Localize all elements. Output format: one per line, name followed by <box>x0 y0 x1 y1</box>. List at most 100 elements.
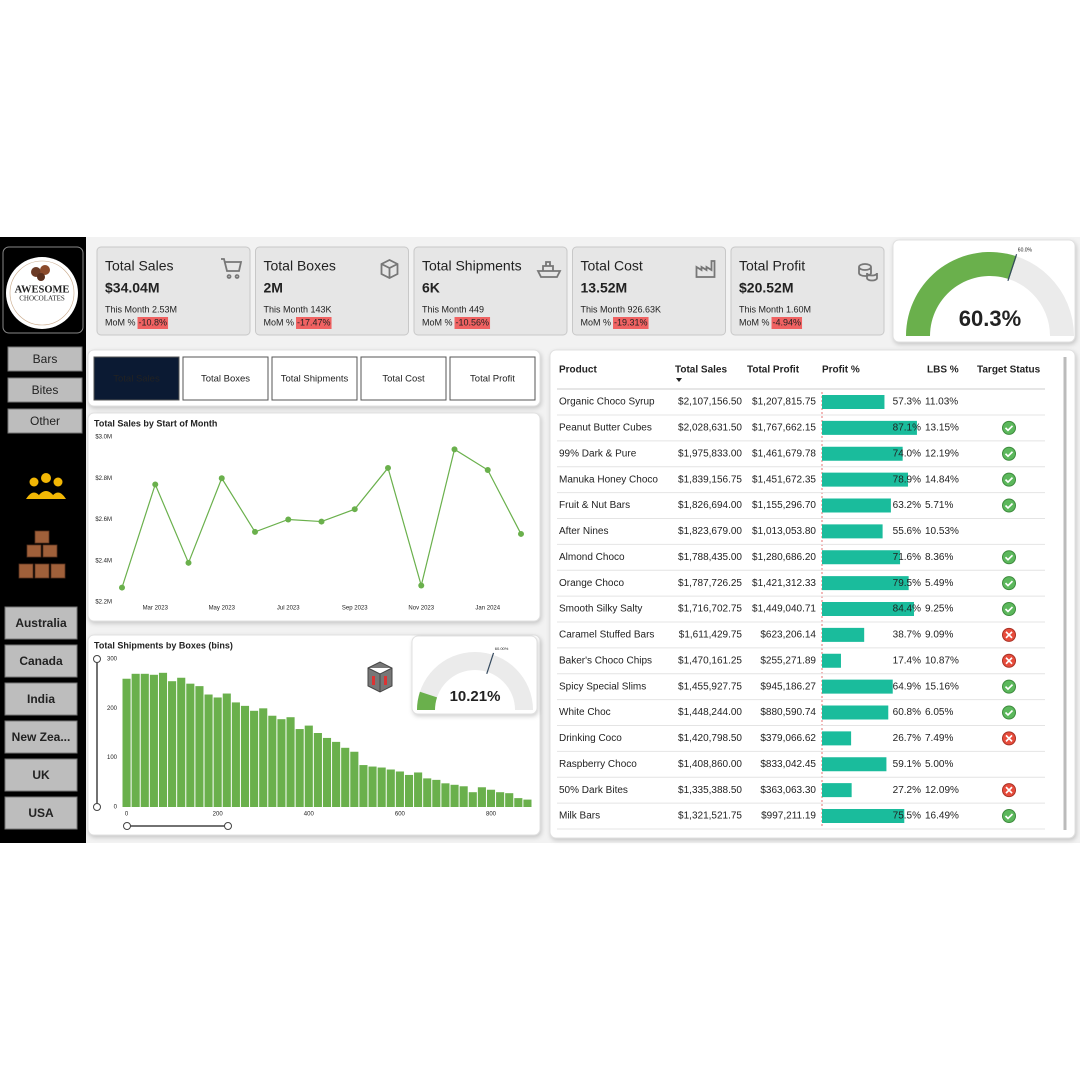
point <box>351 506 358 513</box>
box-icon <box>367 661 393 693</box>
point <box>119 584 125 591</box>
status-check <box>1004 580 1014 587</box>
column-header[interactable]: Target Status <box>977 365 1041 376</box>
hist-bar <box>386 769 395 807</box>
kpi-title: Total Shipments <box>422 258 522 274</box>
tab-button[interactable] <box>182 356 269 401</box>
point <box>218 475 225 482</box>
gauge-target <box>486 652 495 675</box>
y-tick-label: $2.6M <box>95 517 112 523</box>
cell-sales: $1,408,860.00 <box>678 759 742 770</box>
kpi-value: $34.04M <box>105 280 159 296</box>
cell-lbs: 5.00% <box>925 759 953 770</box>
kpi-value: 2M <box>264 280 283 296</box>
cell-lbs: 13.15% <box>925 423 959 434</box>
cell-profit: $1,421,312.33 <box>752 578 816 589</box>
cell-sales: $1,455,927.75 <box>678 681 742 692</box>
x-tick-label: May 2023 <box>209 606 236 612</box>
category-button[interactable] <box>7 377 83 403</box>
column-header[interactable]: Total Profit <box>747 365 800 376</box>
cell-profit-pct: 84.4% <box>893 604 921 615</box>
hist-bar <box>240 705 250 807</box>
kpi-mom-bg <box>454 317 491 329</box>
slider-handle[interactable] <box>224 822 232 830</box>
cell-profit: $1,461,679.78 <box>752 448 816 459</box>
kpi-title: Total Boxes <box>264 258 336 274</box>
x-tick-label: 800 <box>486 812 497 818</box>
tab-button[interactable] <box>360 356 447 401</box>
country-button[interactable] <box>4 796 78 830</box>
status-cross <box>1005 631 1013 639</box>
status-check <box>1004 451 1014 458</box>
hist-bar <box>496 792 505 807</box>
column-header[interactable]: Total Sales <box>675 365 727 376</box>
cell-profit: $880,590.74 <box>760 707 816 718</box>
x-tick-label: 0 <box>125 812 129 818</box>
point <box>451 446 458 453</box>
sort-arrow <box>676 378 682 382</box>
point <box>484 467 491 473</box>
gauge-target <box>1007 254 1018 282</box>
country-button[interactable] <box>4 720 78 754</box>
x-tick-label: Jul 2023 <box>277 606 300 612</box>
slider-handle[interactable] <box>93 655 101 663</box>
tab-button[interactable] <box>93 356 180 401</box>
category-label: Other <box>30 414 60 428</box>
tab-button[interactable] <box>271 356 358 401</box>
hist-bar <box>450 784 459 807</box>
profit-bar <box>822 757 887 772</box>
cell-sales: $1,335,388.50 <box>678 785 742 796</box>
cell-profit-pct: 64.9% <box>893 681 921 692</box>
country-label: Canada <box>19 654 63 668</box>
logo-circle <box>6 257 78 329</box>
gauge-target-label: 60.0% <box>1018 248 1033 254</box>
point <box>418 582 425 589</box>
column-header[interactable]: Profit % <box>822 365 860 376</box>
country-button[interactable] <box>4 644 78 678</box>
tab-button[interactable] <box>449 356 536 401</box>
hist-bar <box>359 765 368 807</box>
slider-handle[interactable] <box>123 822 131 830</box>
kpi-mom-bg <box>613 317 649 329</box>
kpi-this-month: This Month 1.60M <box>739 304 811 314</box>
hist-bar <box>295 729 304 807</box>
gauge-target-label: 60.00% <box>495 646 509 651</box>
cell-product: Drinking Coco <box>559 733 622 744</box>
hist-bar <box>168 681 177 807</box>
category-button[interactable] <box>7 346 83 372</box>
cell-product: After Nines <box>559 526 608 537</box>
kpi-mom-label: MoM % <box>581 317 612 327</box>
slider-handle[interactable] <box>93 803 101 811</box>
column-header[interactable]: LBS % <box>927 365 959 376</box>
hist-bar <box>277 719 286 807</box>
cell-sales: $1,788,435.00 <box>678 552 742 563</box>
hist-bar <box>259 708 268 807</box>
point <box>252 528 258 535</box>
cell-product: Manuka Honey Choco <box>559 474 658 485</box>
kpi-icon <box>221 258 243 279</box>
kpi-mom: -17.47% <box>297 317 331 327</box>
cell-profit: $945,186.27 <box>760 681 816 692</box>
category-button[interactable] <box>7 408 83 434</box>
cell-sales: $1,420,798.50 <box>678 733 742 744</box>
country-button[interactable] <box>4 682 78 716</box>
column-header[interactable]: Product <box>559 365 597 376</box>
cell-profit-pct: 79.5% <box>893 578 921 589</box>
cell-sales: $1,823,679.00 <box>678 526 742 537</box>
cell-profit-pct: 74.0% <box>893 448 921 459</box>
hist-bar <box>459 786 468 807</box>
hist-bar <box>286 717 295 807</box>
hist-bar <box>404 774 414 807</box>
cell-product: 50% Dark Bites <box>559 785 628 796</box>
country-button[interactable] <box>4 606 78 640</box>
hist-bar <box>149 674 158 807</box>
hist-bar <box>414 772 423 807</box>
hist-bar <box>131 673 140 807</box>
cell-profit-pct: 60.8% <box>893 707 921 718</box>
category-label: Bites <box>32 383 59 397</box>
hist-bar <box>350 751 359 807</box>
country-button[interactable] <box>4 758 78 792</box>
cell-product: Fruit & Nut Bars <box>559 500 630 511</box>
